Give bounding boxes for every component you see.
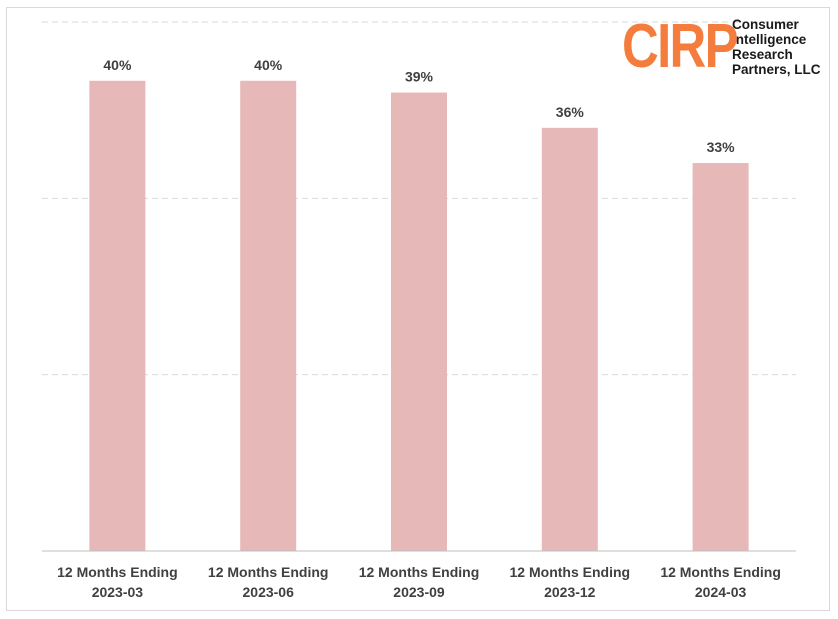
x-tick-label: 2023-03 bbox=[92, 584, 144, 600]
logo-company-name: Consumer Intelligence Research Partners,… bbox=[732, 17, 821, 77]
data-label: 36% bbox=[556, 104, 585, 120]
data-label: 33% bbox=[707, 139, 736, 155]
x-tick-labels: 12 Months Ending 2023-03 12 Months Ending 2… bbox=[57, 564, 781, 600]
data-label: 40% bbox=[103, 57, 132, 73]
gridlines bbox=[42, 21, 796, 376]
bar bbox=[541, 127, 598, 552]
bar bbox=[391, 92, 447, 552]
bar bbox=[89, 80, 146, 552]
data-label: 39% bbox=[405, 69, 434, 85]
logo-line: Intelligence bbox=[732, 32, 807, 47]
logo-line: Consumer bbox=[732, 17, 799, 32]
logo-line: Partners, LLC bbox=[732, 62, 821, 77]
x-tick-label: 2024-03 bbox=[695, 584, 747, 600]
bar bbox=[692, 163, 749, 552]
x-tick-label: 12 Months Ending bbox=[660, 564, 781, 580]
logo-mark: CIRP bbox=[622, 12, 739, 81]
x-tick-label: 12 Months Ending bbox=[359, 564, 480, 580]
x-tick-label: 12 Months Ending bbox=[208, 564, 329, 580]
data-label: 40% bbox=[254, 57, 283, 73]
x-tick-label: 2023-09 bbox=[393, 584, 445, 600]
cirp-logo: CIRP Consumer Intelligence Research Part… bbox=[622, 12, 821, 82]
x-tick-label: 2023-12 bbox=[544, 584, 596, 600]
x-tick-label: 12 Months Ending bbox=[510, 564, 631, 580]
x-tick-label: 2023-06 bbox=[243, 584, 295, 600]
data-labels: 40% 40% 39% 36% 33% bbox=[103, 57, 735, 155]
logo-line: Research bbox=[732, 47, 793, 62]
x-tick-label: 12 Months Ending bbox=[57, 564, 178, 580]
bars bbox=[89, 80, 749, 552]
bar bbox=[240, 80, 297, 552]
